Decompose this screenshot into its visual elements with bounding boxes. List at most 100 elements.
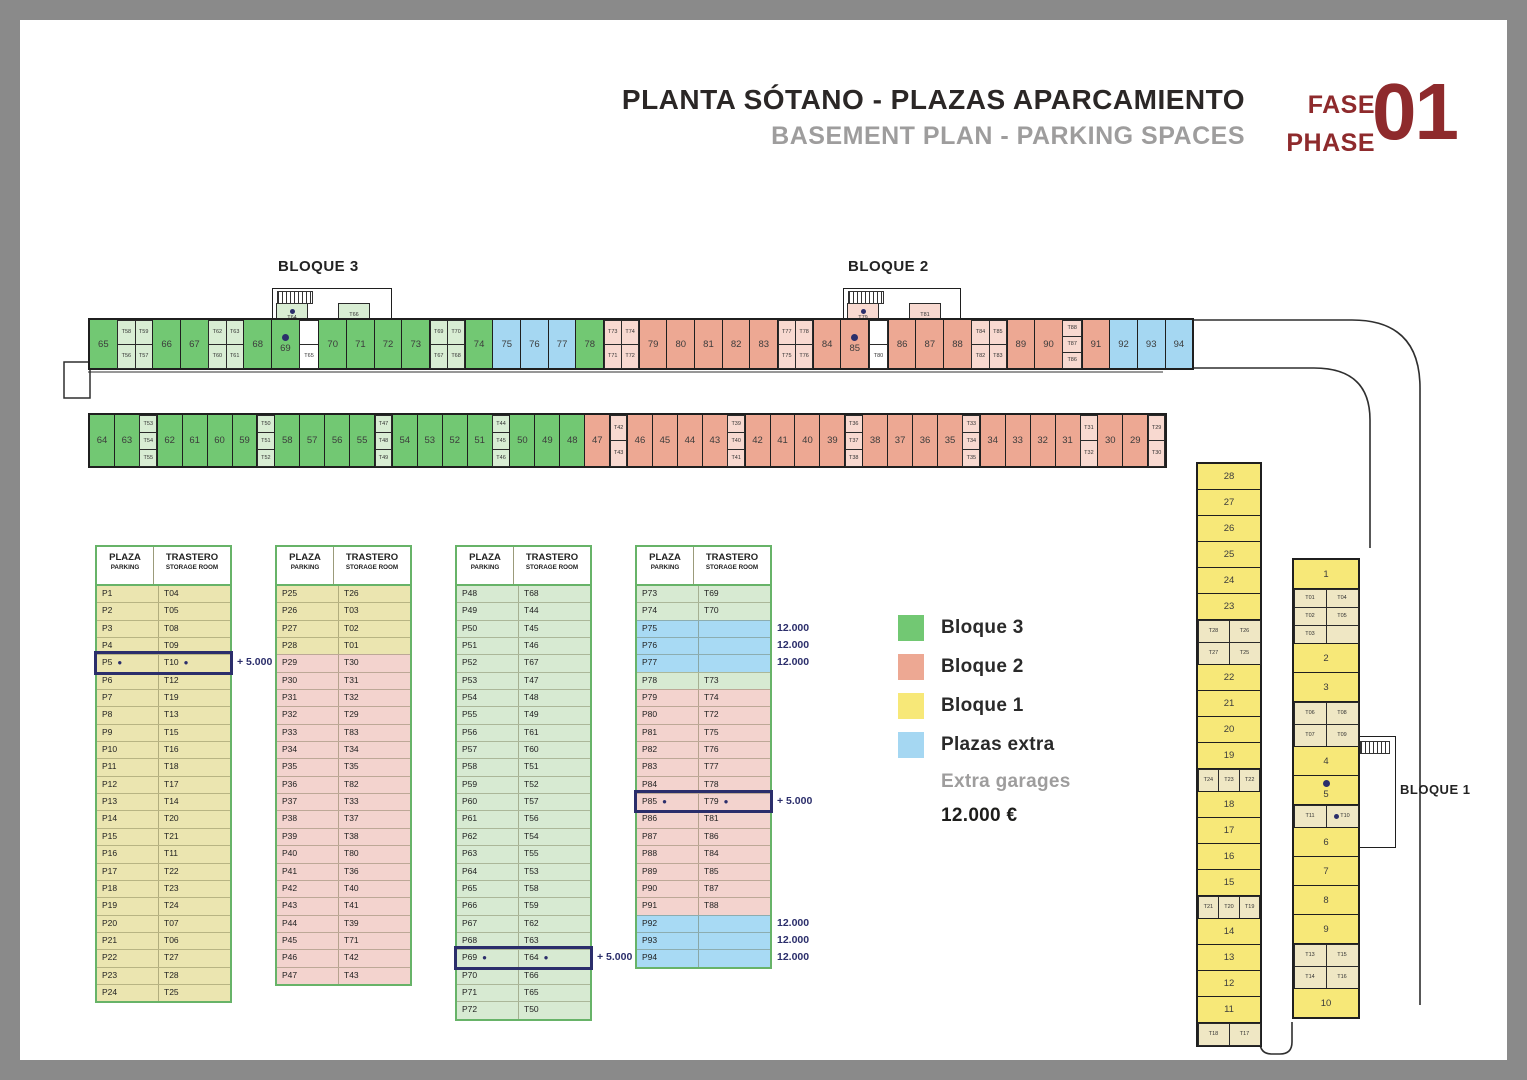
plaza-cell: P76 xyxy=(637,638,699,655)
plaza-cell: P93 xyxy=(637,932,699,950)
trastero-cell: T23 xyxy=(164,882,179,893)
storage-cell-T61: T61 xyxy=(225,343,244,369)
table-row-P94: P94 12.000 xyxy=(637,949,809,967)
table-row-P68: P68 T63 xyxy=(457,931,590,950)
plaza-cell: P90 xyxy=(637,880,699,898)
phase-labels: FASE PHASE xyxy=(1263,86,1375,162)
storage-cell-T32: T32 xyxy=(1080,440,1098,467)
plaza-cell: P49 xyxy=(457,603,519,620)
parking-space-59: 59 xyxy=(231,415,257,466)
parking-space-number: 55 xyxy=(356,435,368,446)
parking-table-2: PLAZA PARKING TRASTERO STORAGE ROOM P25 T26 P2… xyxy=(275,545,412,986)
legend-item: Bloque 1 xyxy=(898,693,1071,719)
table-row-P66: P66 T59 xyxy=(457,897,590,915)
parking-space-17: 17 xyxy=(1198,817,1260,843)
storage-cell-T52: T52 xyxy=(256,448,275,467)
table-row-P89: P89 T85 xyxy=(637,862,770,880)
table-row-P40: P40 T80 xyxy=(277,845,410,863)
parking-space-69: 69 xyxy=(271,320,299,368)
parking-space-55: 55 xyxy=(349,415,375,466)
storage-cell-T85: T85 xyxy=(988,319,1007,345)
table-row-P76: P76 12.000 xyxy=(637,637,809,655)
plaza-header: PLAZA PARKING xyxy=(457,547,514,584)
parking-space-number: 2 xyxy=(1323,652,1329,664)
storage-cell-T31: T31 xyxy=(1080,414,1098,441)
trastero-cell xyxy=(699,621,770,637)
plaza-cell: P12 xyxy=(97,776,159,794)
parking-space-22: 22 xyxy=(1198,664,1260,690)
trastero-cell xyxy=(699,933,770,949)
parking-space-number: 1 xyxy=(1323,568,1329,580)
parking-space-41: 41 xyxy=(769,415,795,466)
trastero-cell: T63 xyxy=(524,934,539,945)
parking-space-8: 8 xyxy=(1294,885,1358,914)
phase-label: PHASE xyxy=(1286,129,1375,157)
parking-space-64: 64 xyxy=(90,415,114,466)
parking-space-number: 48 xyxy=(567,435,578,446)
plaza-cell: P17 xyxy=(97,863,159,880)
table-row-P12: P12 T17 xyxy=(97,775,230,794)
parking-space-number: 8 xyxy=(1323,894,1329,906)
parking-space-15: 15 xyxy=(1198,869,1260,895)
table-row-P90: P90 T87 xyxy=(637,879,770,898)
plaza-cell: P7 xyxy=(97,690,159,707)
parking-space-12: 12 xyxy=(1198,970,1260,996)
phase-number: 01 xyxy=(1372,67,1459,156)
plaza-cell: P39 xyxy=(277,828,339,846)
plaza-cell: P29 xyxy=(277,655,339,672)
table-row-P30: P30 T31 xyxy=(277,671,410,690)
table-row-P22: P22 T27 xyxy=(97,949,230,967)
trastero-header: TRASTERO STORAGE ROOM xyxy=(705,552,759,571)
table-row-P32: P32 T29 xyxy=(277,706,410,724)
table-row-P79: P79 T74 xyxy=(637,689,770,707)
parking-space-25: 25 xyxy=(1198,541,1260,567)
table-row-P23: P23 T28 xyxy=(97,966,230,984)
plaza-cell: P8 xyxy=(97,707,159,724)
highlight-dot xyxy=(851,334,859,341)
parking-space-58: 58 xyxy=(274,415,300,466)
plaza-cell: P15 xyxy=(97,828,159,846)
parking-space-number: 67 xyxy=(189,338,200,350)
storage-cell-T23: T23 xyxy=(1218,768,1240,792)
trastero-cell xyxy=(699,950,770,966)
plaza-cell: P47 xyxy=(277,967,339,984)
parking-space-34: 34 xyxy=(979,415,1005,466)
table-row-P29: P29 T30 xyxy=(277,654,410,672)
legend-item: Bloque 2 xyxy=(898,654,1071,680)
parking-space-number: 93 xyxy=(1145,338,1157,350)
trastero-cell: T67 xyxy=(524,657,539,668)
price-note: 12.000 xyxy=(777,916,810,929)
parking-space-number: 7 xyxy=(1323,865,1329,877)
parking-space-number: 79 xyxy=(647,338,659,350)
plaza-cell: P85 ● xyxy=(637,794,699,811)
parking-space-79: 79 xyxy=(638,320,667,368)
trastero-cell: T46 xyxy=(524,640,539,651)
plaza-header: PLAZA PARKING xyxy=(637,547,694,584)
bloque1-stair-core xyxy=(1356,736,1396,848)
parking-space-number: 74 xyxy=(473,338,485,350)
storage-block: T31 T32 xyxy=(1079,414,1098,467)
parking-space-85: 85 xyxy=(840,320,869,368)
table-row-P5: P5 ● T10 ● + 5.000 xyxy=(97,654,272,672)
storage-block: T47 T48 T49 xyxy=(374,414,393,467)
parking-space-93: 93 xyxy=(1136,320,1165,368)
plaza-header: PLAZA PARKING xyxy=(97,547,154,584)
trastero-cell: T22 xyxy=(164,865,179,876)
storage-cell-T88: T88 xyxy=(1062,319,1083,337)
parking-space-number: 68 xyxy=(252,338,263,350)
plaza-cell: P77 xyxy=(637,655,699,672)
trastero-cell: T66 xyxy=(524,969,539,980)
table-row-P74: P74 T70 xyxy=(637,602,770,620)
storage-cell-T38: T38 xyxy=(844,448,863,467)
plaza-cell: P75 xyxy=(637,620,699,638)
storage-cell-T72: T72 xyxy=(620,343,640,369)
plaza-cell: P50 xyxy=(457,620,519,638)
storage-block: T39 T40 T41 xyxy=(726,414,746,467)
plaza-cell: P54 xyxy=(457,690,519,707)
parking-space-number: 31 xyxy=(1062,435,1073,446)
trastero-cell: T51 xyxy=(524,761,539,772)
trastero-cell: T16 xyxy=(164,744,179,755)
trastero-cell: T60 xyxy=(524,744,539,755)
table-row-P49: P49 T44 xyxy=(457,602,590,620)
storage-cell-T59: T59 xyxy=(134,319,153,345)
